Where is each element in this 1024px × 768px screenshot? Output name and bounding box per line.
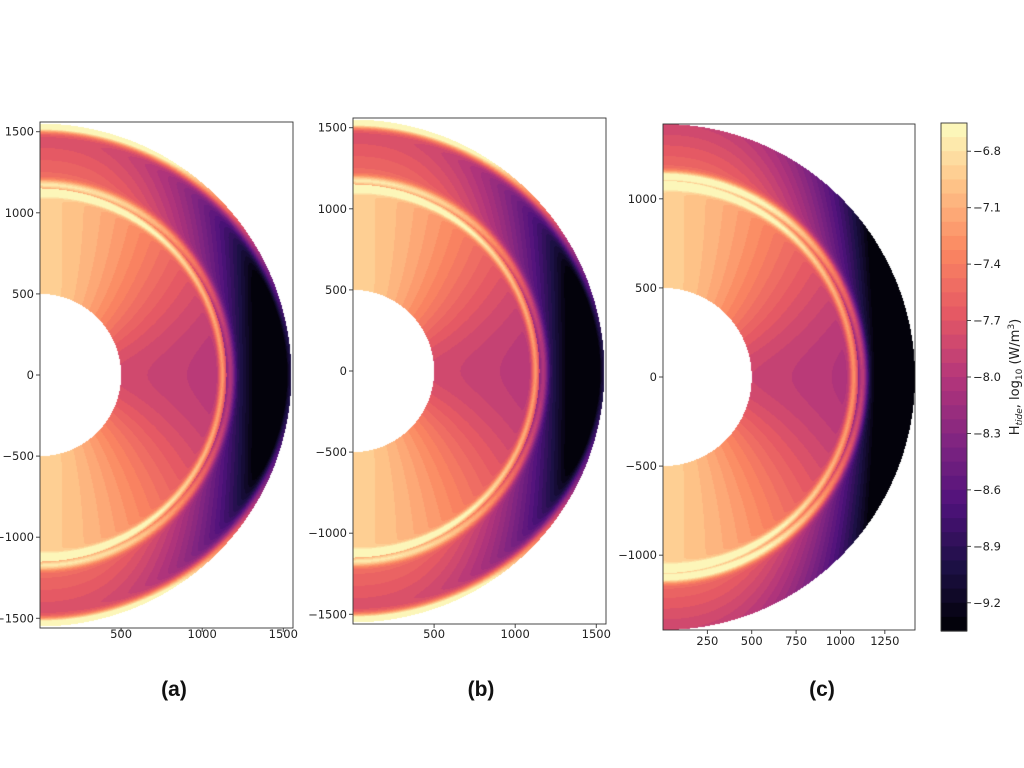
panel-label: (a) [161, 678, 187, 701]
y-tick-label: −1000 [308, 526, 347, 540]
y-tick-label: −1000 [0, 530, 34, 544]
y-tick-label: 1000 [628, 192, 657, 206]
colorbar-level [941, 193, 967, 209]
panel-3: 250 500 750 1000 1250 1000 500 0 −500 −1000 (c) [618, 123, 916, 701]
panel-label: (b) [468, 678, 495, 701]
colorbar-level [941, 235, 967, 251]
colorbar: −6.8 −7.1 −7.4 −7.7 −8.0 −8.3 −8.6 −8.9 −9.2 Htid… [940, 122, 1024, 632]
y-tick-label: 1500 [5, 125, 34, 139]
colorbar-level [941, 179, 967, 195]
colorbar-level [941, 264, 967, 279]
colorbar-level [941, 419, 967, 435]
colorbar-level [941, 207, 967, 223]
y-tick-label: 1500 [318, 121, 347, 135]
colorbar-level [941, 461, 967, 477]
colorbar-level [941, 292, 967, 308]
contour-field [40, 122, 293, 628]
x-tick-label: 1250 [870, 634, 899, 648]
colorbar-tick-label: −7.1 [973, 201, 1001, 215]
panel-label: (c) [809, 678, 835, 701]
colorbar-tick-label: −8.6 [973, 483, 1001, 497]
colorbar-level [941, 546, 967, 562]
x-tick-label: 1000 [501, 627, 530, 641]
colorbar-tick-label: −7.7 [973, 314, 1001, 328]
colorbar-level [941, 602, 967, 618]
x-tick-label: 1500 [582, 627, 611, 641]
colorbar-level [941, 391, 967, 406]
y-tick-label: −1000 [618, 548, 657, 562]
x-tick-label: 500 [110, 627, 132, 641]
contour-field [663, 124, 915, 630]
y-tick-label: −500 [625, 459, 657, 473]
colorbar-level [941, 348, 967, 364]
panel-2: 500 1000 1500 1500 1000 500 0 −500 −1000 −1500 (b) [308, 117, 611, 701]
y-tick-label: −500 [315, 445, 347, 459]
colorbar-label-units-sup: 3 [1007, 324, 1017, 330]
colorbar-label: Htide, log10 (W/m3) [1007, 319, 1024, 436]
y-tick-label: −1500 [308, 607, 347, 621]
y-tick-label: 0 [650, 370, 657, 384]
colorbar-level [941, 574, 967, 590]
x-tick-label: 1500 [269, 627, 298, 641]
y-tick-label: 0 [27, 368, 34, 382]
y-tick-label: −1500 [0, 611, 34, 625]
colorbar-level [941, 320, 967, 336]
x-tick-label: 750 [785, 634, 807, 648]
colorbar-level [941, 588, 967, 604]
x-tick-label: 250 [696, 634, 718, 648]
colorbar-level [941, 334, 967, 350]
panel-1: 500 1000 1500 1500 1000 500 0 −500 −1000 −1500 (a) [0, 121, 298, 701]
colorbar-label-sub: tide [1015, 408, 1024, 426]
colorbar-tick-label: −6.8 [973, 144, 1001, 158]
colorbar-level [941, 137, 967, 152]
y-tick-label: 1000 [5, 206, 34, 220]
colorbar-level [941, 447, 967, 463]
colorbar-level [941, 433, 967, 449]
colorbar-level [941, 362, 967, 378]
y-tick-label: 1000 [318, 202, 347, 216]
colorbar-label-units: (W/m [1008, 330, 1023, 369]
y-tick-label: 500 [12, 287, 34, 301]
colorbar-level [941, 306, 967, 322]
colorbar-level [941, 518, 967, 533]
panels: 500 1000 1500 1500 1000 500 0 −500 −1000 −1500 (a)… [0, 117, 916, 701]
colorbar-level [941, 123, 967, 138]
colorbar-level [941, 475, 967, 491]
colorbar-level [941, 377, 967, 392]
colorbar-tick-label: −8.0 [973, 370, 1001, 384]
colorbar-level [941, 532, 967, 547]
colorbar-level [941, 405, 967, 420]
y-tick-label: 0 [340, 364, 347, 378]
colorbar-label-close: ) [1008, 319, 1023, 324]
contour-field [353, 118, 606, 624]
colorbar-tick-label: −8.9 [973, 539, 1001, 553]
colorbar-level [941, 616, 967, 632]
colorbar-level [941, 504, 967, 519]
colorbar-level [941, 250, 967, 265]
y-tick-label: −500 [2, 449, 34, 463]
colorbar-tick-label: −8.3 [973, 426, 1001, 440]
colorbar-level [941, 560, 967, 576]
colorbar-tick-label: −9.2 [973, 596, 1001, 610]
y-tick-label: 500 [635, 281, 657, 295]
y-tick-label: 500 [325, 283, 347, 297]
x-tick-label: 500 [741, 634, 763, 648]
colorbar-level [941, 278, 967, 293]
colorbar-label-main: H [1008, 425, 1023, 435]
colorbar-label-log-sub: 10 [1015, 368, 1024, 380]
colorbar-level [941, 489, 967, 505]
colorbar-level [941, 151, 967, 166]
x-tick-label: 1000 [188, 627, 217, 641]
colorbar-level [941, 221, 967, 237]
colorbar-level [941, 165, 967, 181]
colorbar-label-rest: , log [1008, 380, 1023, 408]
colorbar-tick-label: −7.4 [973, 257, 1001, 271]
x-tick-label: 500 [423, 627, 445, 641]
x-tick-label: 1000 [826, 634, 855, 648]
